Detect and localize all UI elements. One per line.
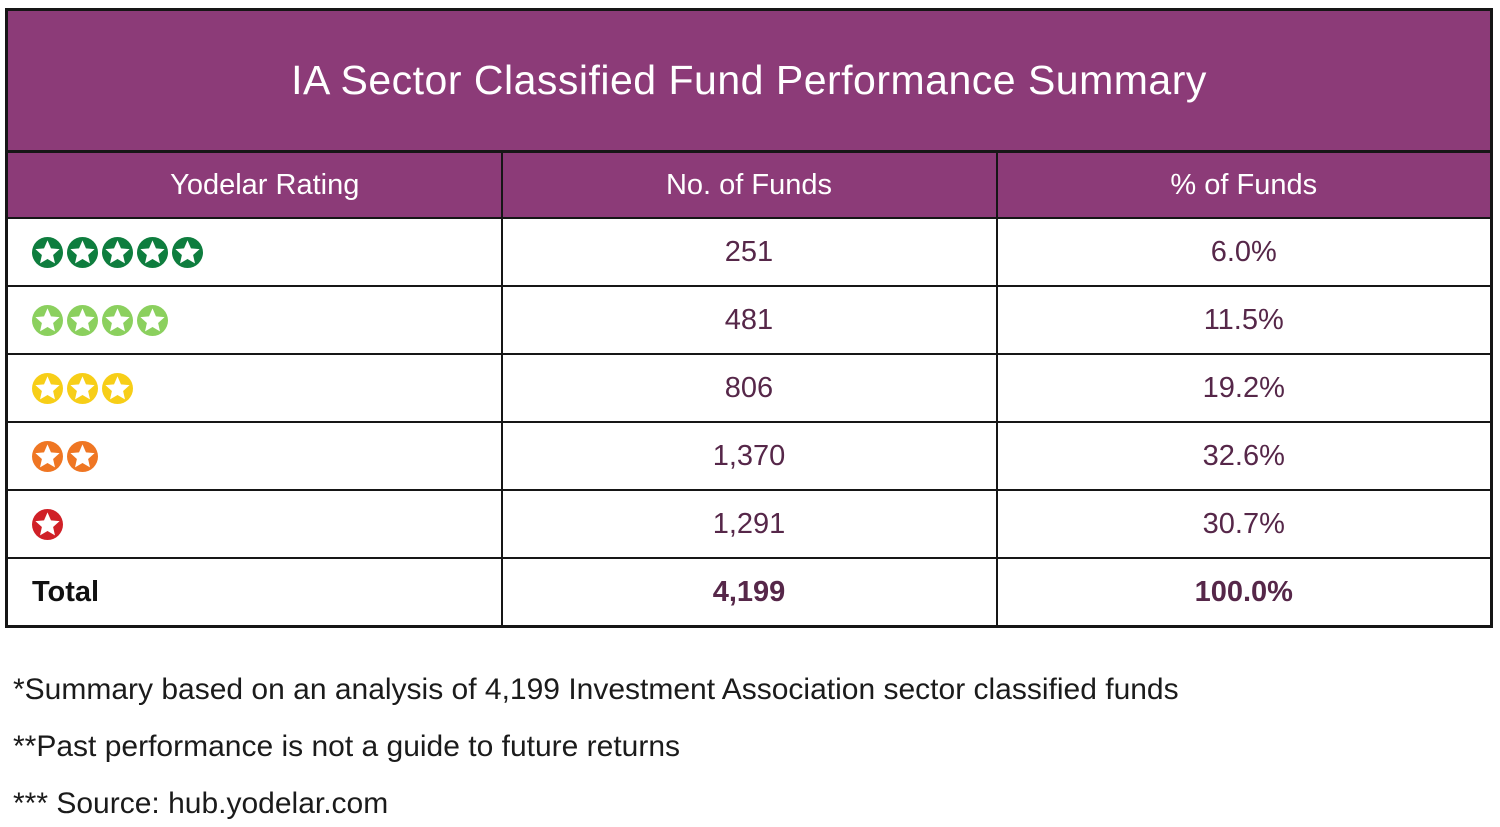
column-header-row: Yodelar Rating No. of Funds % of Funds — [5, 150, 1493, 219]
table-row: 1,370 32.6% — [5, 421, 1493, 491]
star-icon — [67, 305, 98, 337]
table-body: 251 6.0% 481 11.5% 806 19.2% 1,370 32.6% 1,291 30… — [5, 217, 1493, 628]
rating-cell-3-star — [5, 353, 503, 423]
star-icon — [32, 441, 63, 473]
star-icon — [32, 305, 63, 337]
funds-pct-cell: 6.0% — [995, 217, 1493, 287]
star-icon — [32, 373, 63, 405]
star-rating-1 — [32, 509, 63, 541]
table-title-row: IA Sector Classified Fund Performance Su… — [6, 9, 1492, 153]
star-icon — [102, 305, 133, 337]
star-icon — [172, 237, 203, 269]
star-icon — [137, 305, 168, 337]
star-rating-5 — [32, 237, 203, 269]
col-header-yodelar-rating: Yodelar Rating — [5, 150, 503, 219]
funds-count-cell: 251 — [500, 217, 998, 287]
funds-pct-cell: 11.5% — [995, 285, 1493, 355]
rating-cell-2-star — [5, 421, 503, 491]
funds-count-cell: 806 — [500, 353, 998, 423]
funds-pct-cell: 19.2% — [995, 353, 1493, 423]
fund-performance-table: IA Sector Classified Fund Performance Su… — [5, 8, 1493, 628]
table-row: 251 6.0% — [5, 217, 1493, 287]
col-header-no-of-funds: No. of Funds — [500, 150, 998, 219]
funds-count-cell: 1,370 — [500, 421, 998, 491]
funds-pct-cell: 32.6% — [995, 421, 1493, 491]
table-row: 806 19.2% — [5, 353, 1493, 423]
total-funds-pct: 100.0% — [995, 557, 1493, 628]
star-rating-2 — [32, 441, 98, 473]
table-title: IA Sector Classified Fund Performance Su… — [6, 9, 1492, 153]
footnote-past-performance: **Past performance is not a guide to fut… — [13, 730, 681, 763]
total-row: Total 4,199 100.0% — [5, 557, 1493, 628]
star-icon — [67, 237, 98, 269]
table-row: 481 11.5% — [5, 285, 1493, 355]
funds-count-cell: 1,291 — [500, 489, 998, 559]
total-funds-count: 4,199 — [500, 557, 998, 628]
star-icon — [67, 441, 98, 473]
col-header-pct-of-funds: % of Funds — [995, 150, 1493, 219]
star-icon — [32, 237, 63, 269]
star-icon — [102, 237, 133, 269]
total-label: Total — [5, 557, 503, 628]
star-rating-4 — [32, 305, 168, 337]
rating-cell-5-star — [5, 217, 503, 287]
footnote-source: *** Source: hub.yodelar.com — [13, 787, 389, 820]
funds-count-cell: 481 — [500, 285, 998, 355]
footnotes: *Summary based on an analysis of 4,199 I… — [5, 628, 1493, 820]
footnote-analysis: *Summary based on an analysis of 4,199 I… — [13, 673, 1179, 706]
table-row: 1,291 30.7% — [5, 489, 1493, 559]
star-rating-3 — [32, 373, 133, 405]
funds-pct-cell: 30.7% — [995, 489, 1493, 559]
star-icon — [67, 373, 98, 405]
rating-cell-1-star — [5, 489, 503, 559]
star-icon — [32, 509, 63, 541]
star-icon — [137, 237, 168, 269]
rating-cell-4-star — [5, 285, 503, 355]
star-icon — [102, 373, 133, 405]
